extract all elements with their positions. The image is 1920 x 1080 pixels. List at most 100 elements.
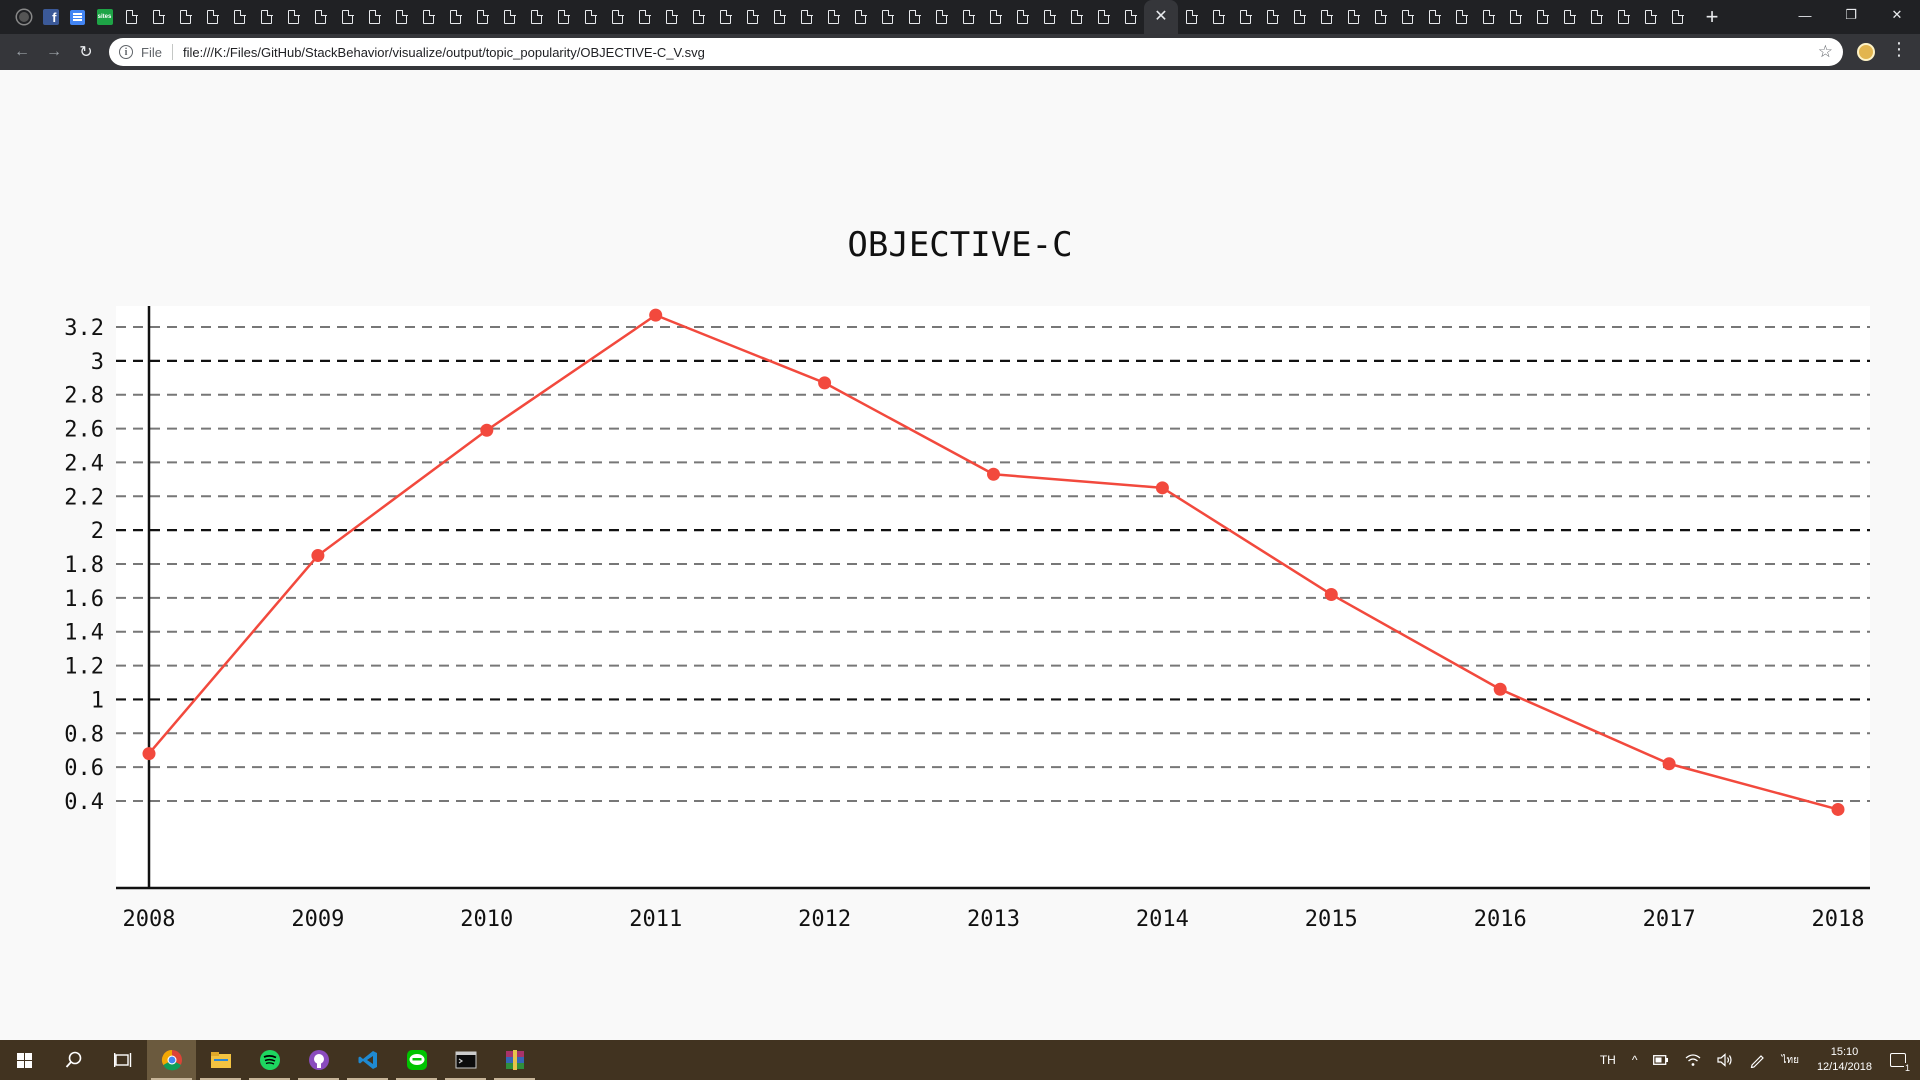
tab-svg-document[interactable] [1232,0,1259,34]
tab-active[interactable]: ✕ [1144,0,1178,34]
tab-svg-document[interactable] [1117,0,1144,34]
start-button[interactable] [0,1040,49,1080]
tab-svg-document[interactable] [442,0,469,34]
tab-svg-document[interactable] [1475,0,1502,34]
tab-svg-document[interactable] [1063,0,1090,34]
tab-svg-document[interactable] [1090,0,1117,34]
taskbar-file-explorer-button[interactable] [196,1040,245,1080]
tab-svg-document[interactable] [712,0,739,34]
taskbar-spotify-button[interactable] [245,1040,294,1080]
tab-svg-document[interactable] [1502,0,1529,34]
tab-svg-document[interactable] [1340,0,1367,34]
wifi-button[interactable] [1677,1040,1709,1080]
tab-svg-document[interactable] [1664,0,1691,34]
tab-green-app[interactable]: sites [91,0,118,34]
tab-svg-document[interactable] [1178,0,1205,34]
maximize-button[interactable]: ❐ [1845,7,1857,22]
taskbar-terminal-button[interactable] [441,1040,490,1080]
tab-svg-document[interactable] [901,0,928,34]
info-icon[interactable]: i [119,45,133,59]
new-tab-button[interactable]: + [1705,4,1719,29]
tab-svg-document[interactable] [820,0,847,34]
tab-svg-document[interactable] [982,0,1009,34]
tab-svg-document[interactable] [1259,0,1286,34]
taskbar-vscode-button[interactable] [343,1040,392,1080]
tab-svg-document[interactable] [226,0,253,34]
tab-svg-document[interactable] [469,0,496,34]
tab-svg-document[interactable] [1286,0,1313,34]
tab-svg-document[interactable] [793,0,820,34]
tab-svg-document[interactable] [361,0,388,34]
tab-svg-document[interactable] [1036,0,1063,34]
tab-svg-document[interactable] [1394,0,1421,34]
tab-svg-document[interactable] [1205,0,1232,34]
tab-svg-document[interactable] [577,0,604,34]
taskbar-github-desktop-button[interactable] [294,1040,343,1080]
tab-svg-document[interactable] [928,0,955,34]
close-window-button[interactable]: ✕ [1891,7,1903,22]
taskbar-line-button[interactable] [392,1040,441,1080]
tab-svg-document[interactable] [847,0,874,34]
address-bar[interactable]: i File file:///K:/Files/GitHub/StackBeha… [109,38,1843,66]
bookmark-star-icon[interactable]: ☆ [1817,42,1833,61]
tab-svg-document[interactable] [388,0,415,34]
tab-svg-document[interactable] [1313,0,1340,34]
tab-svg-document[interactable] [118,0,145,34]
spotify-icon [259,1049,281,1071]
tab-github[interactable] [10,0,37,34]
tab-svg-document[interactable] [1009,0,1036,34]
profile-avatar[interactable] [1857,43,1875,61]
browser-menu-icon[interactable]: ⋮ [1890,39,1908,59]
minimize-button[interactable]: — [1798,7,1812,23]
tab-svg-document[interactable] [1529,0,1556,34]
tab-sheets[interactable] [64,0,91,34]
tab-svg-document[interactable] [874,0,901,34]
tab-svg-document[interactable] [1367,0,1394,34]
tab-svg-document[interactable] [739,0,766,34]
vscode-icon [357,1049,379,1071]
taskbar-chrome-button[interactable] [147,1040,196,1080]
taskbar-winrar-button[interactable] [490,1040,539,1080]
task-view-button[interactable] [98,1040,147,1080]
search-button[interactable] [49,1040,98,1080]
tab-svg-document[interactable] [766,0,793,34]
tab-svg-document[interactable] [1448,0,1475,34]
tab-svg-document[interactable] [199,0,226,34]
ime-indicator[interactable]: ไทย [1781,1054,1799,1066]
tab-svg-document[interactable] [523,0,550,34]
battery-button[interactable] [1645,1040,1677,1080]
tab-svg-document[interactable] [1583,0,1610,34]
pen-workspace-button[interactable] [1741,1040,1773,1080]
forward-button[interactable]: → [38,36,70,68]
tab-svg-document[interactable] [172,0,199,34]
volume-button[interactable] [1709,1040,1741,1080]
tab-svg-document[interactable] [415,0,442,34]
tab-svg-document[interactable] [280,0,307,34]
y-tick-label: 2 [91,519,104,544]
tab-svg-document[interactable] [550,0,577,34]
volume-icon [1717,1053,1733,1067]
tab-facebook[interactable]: f [37,0,64,34]
tab-svg-document[interactable] [658,0,685,34]
language-indicator[interactable]: TH [1599,1053,1616,1067]
tab-svg-document[interactable] [604,0,631,34]
action-center-button[interactable]: 1 [1882,1040,1920,1080]
tab-svg-document[interactable] [253,0,280,34]
tab-svg-document[interactable] [334,0,361,34]
tab-svg-document[interactable] [1556,0,1583,34]
url-text[interactable]: file:///K:/Files/GitHub/StackBehavior/vi… [182,44,705,60]
tab-svg-document[interactable] [631,0,658,34]
back-button[interactable]: ← [6,36,38,68]
tab-svg-document[interactable] [685,0,712,34]
tab-svg-document[interactable] [955,0,982,34]
tab-svg-document[interactable] [307,0,334,34]
clock[interactable]: 15:10 12/14/2018 [1807,1040,1882,1080]
tab-svg-document[interactable] [145,0,172,34]
reload-button[interactable]: ↻ [70,36,102,68]
tray-overflow-button[interactable]: ^ [1624,1040,1646,1080]
tab-svg-document[interactable] [1610,0,1637,34]
tab-svg-document[interactable] [1421,0,1448,34]
data-point [1831,802,1845,816]
tab-svg-document[interactable] [496,0,523,34]
tab-svg-document[interactable] [1637,0,1664,34]
